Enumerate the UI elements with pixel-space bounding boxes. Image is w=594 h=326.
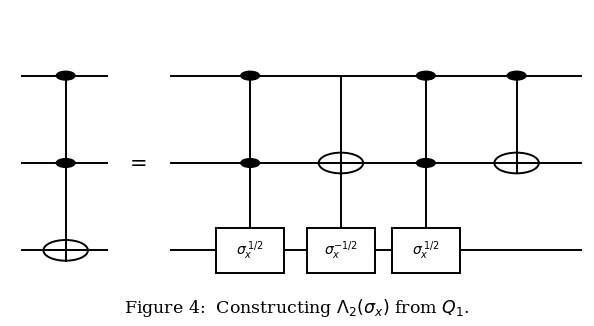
FancyBboxPatch shape xyxy=(216,228,284,273)
Ellipse shape xyxy=(507,71,526,80)
FancyBboxPatch shape xyxy=(307,228,375,273)
Ellipse shape xyxy=(241,159,260,167)
Ellipse shape xyxy=(56,159,75,167)
Ellipse shape xyxy=(416,159,435,167)
Ellipse shape xyxy=(241,71,260,80)
Text: $\sigma_x^{\,1/2}$: $\sigma_x^{\,1/2}$ xyxy=(236,239,264,262)
Text: $=$: $=$ xyxy=(125,154,147,172)
Text: $\sigma_x^{\,1/2}$: $\sigma_x^{\,1/2}$ xyxy=(412,239,440,262)
Ellipse shape xyxy=(416,71,435,80)
Ellipse shape xyxy=(56,71,75,80)
Text: $\sigma_x^{-1/2}$: $\sigma_x^{-1/2}$ xyxy=(324,239,358,262)
Text: Figure 4:  Constructing $\Lambda_2(\sigma_x)$ from $Q_1$.: Figure 4: Constructing $\Lambda_2(\sigma… xyxy=(124,297,470,319)
FancyBboxPatch shape xyxy=(392,228,460,273)
